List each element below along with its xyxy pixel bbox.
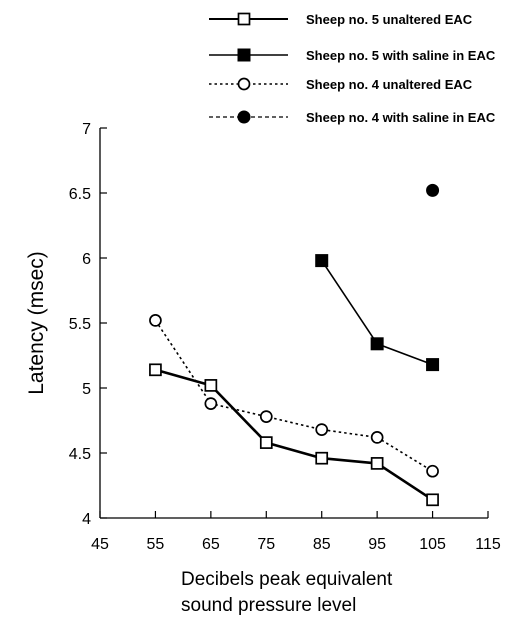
x-tick-label: 95: [368, 536, 386, 553]
data-point: [370, 337, 384, 351]
data-point: [149, 363, 162, 377]
legend-marker: [237, 77, 251, 91]
legend-label: Sheep no. 5 unaltered EAC: [306, 12, 473, 27]
data-point: [315, 451, 329, 465]
series-1: [149, 363, 439, 507]
x-tick-label: 105: [419, 536, 446, 553]
data-point: [149, 314, 162, 327]
x-tick-label: 115: [475, 536, 501, 553]
data-point: [315, 254, 329, 268]
y-axis-title: Latency (msec): [25, 251, 48, 395]
y-tick-label: 4: [82, 511, 91, 528]
legend-marker: [237, 48, 251, 62]
data-point: [259, 410, 273, 423]
y-tick-label: 6: [82, 251, 91, 268]
x-tick-label: 45: [91, 536, 109, 553]
legend-entry-4: Sheep no. 4 with saline in EAC: [209, 110, 496, 125]
y-tick-label: 5.5: [69, 316, 91, 333]
series-line: [155, 368, 434, 501]
y-tick-label: 6.5: [69, 186, 91, 203]
x-axis-title-line-1: Decibels peak equivalent: [181, 569, 393, 590]
data-point: [426, 493, 439, 507]
data-point: [315, 423, 329, 436]
legend-label: Sheep no. 5 with saline in EAC: [306, 48, 496, 63]
data-point: [370, 457, 384, 470]
legend-marker: [237, 12, 251, 26]
data-point: [259, 436, 273, 449]
y-ticks: 4 4.5 5 5.5 6 6.5 7: [69, 121, 107, 528]
data-point: [426, 358, 440, 372]
data-point: [426, 183, 440, 197]
x-tick-label: 65: [202, 536, 220, 553]
y-tick-label: 5: [82, 381, 91, 398]
data-point: [204, 379, 218, 392]
legend-marker: [237, 110, 251, 124]
x-tick-label: 55: [147, 536, 165, 553]
series-layer: [149, 183, 440, 507]
data-point: [426, 464, 439, 478]
legend-label: Sheep no. 4 with saline in EAC: [306, 110, 496, 125]
legend-label: Sheep no. 4 unaltered EAC: [306, 77, 473, 92]
y-tick-label: 4.5: [69, 446, 91, 463]
series-2: [315, 254, 440, 372]
legend-entry-2: Sheep no. 5 with saline in EAC: [209, 48, 496, 63]
series-3: [149, 314, 439, 478]
legend-entry-3: Sheep no. 4 unaltered EAC: [209, 77, 473, 92]
data-point: [370, 431, 384, 444]
x-tick-label: 85: [313, 536, 331, 553]
legend: Sheep no. 5 unaltered EAC Sheep no. 5 wit…: [209, 12, 496, 125]
x-ticks: 45 55 65 75 85 95 105 115: [91, 511, 501, 553]
data-point: [204, 397, 218, 410]
series-4: [426, 183, 440, 197]
legend-entry-1: Sheep no. 5 unaltered EAC: [209, 12, 473, 27]
x-axis-title-line-2: sound pressure level: [181, 595, 356, 616]
y-tick-label: 7: [82, 121, 91, 138]
series-line: [154, 319, 433, 472]
x-tick-label: 75: [257, 536, 275, 553]
